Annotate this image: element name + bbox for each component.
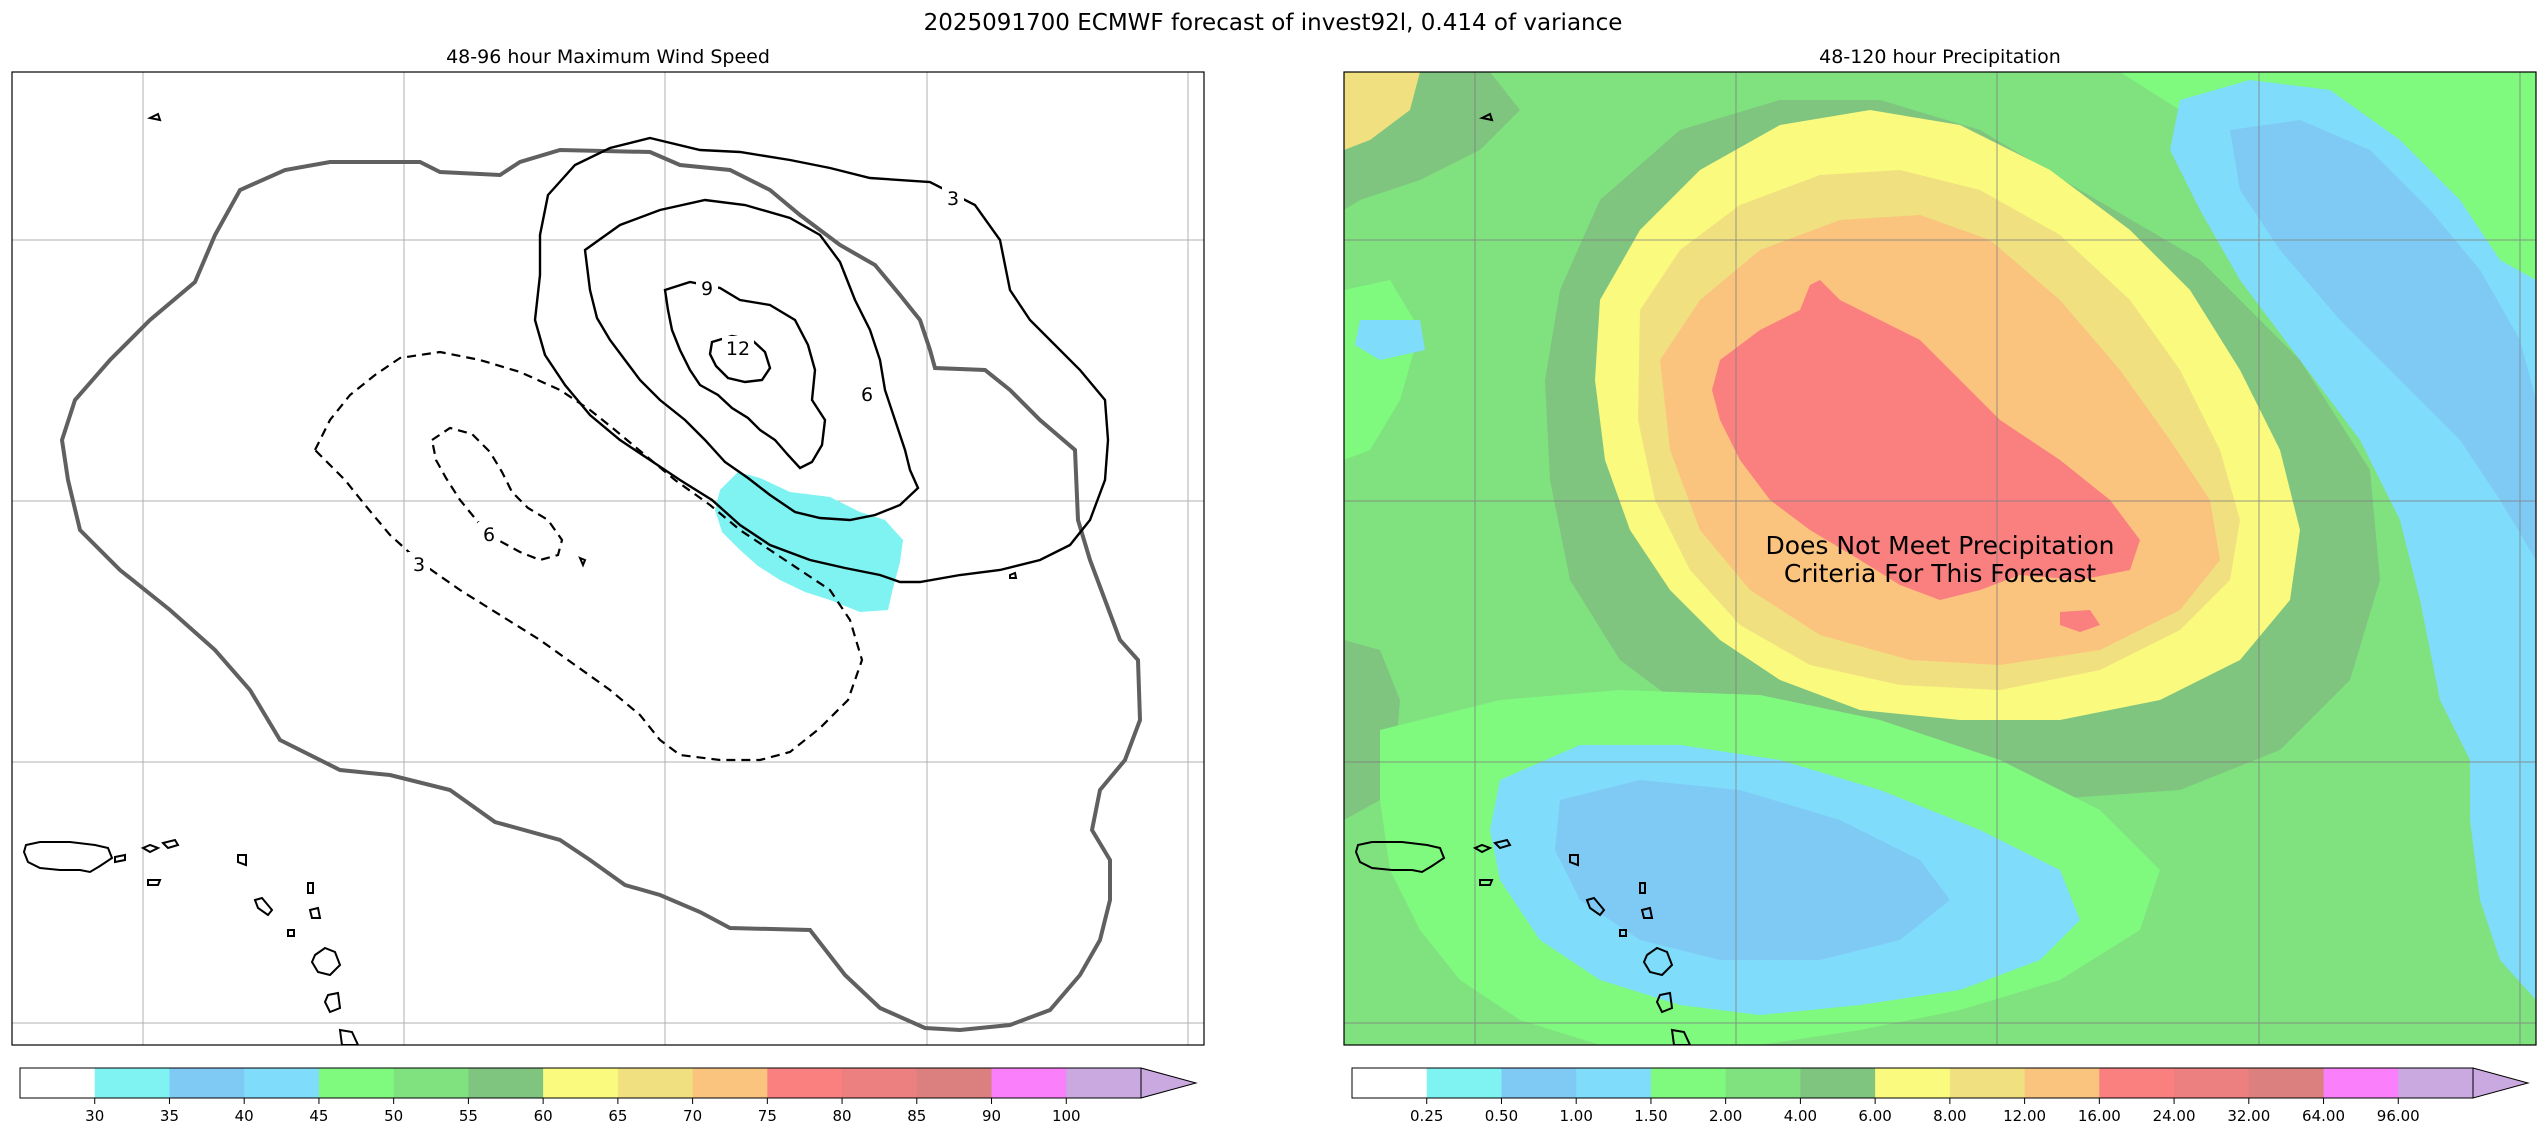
wind-colorbar-tick-label: 85 (907, 1107, 926, 1125)
precip-colorbar-segment (1800, 1068, 1876, 1098)
precip-colorbar-frame (1351, 1067, 2474, 1099)
wind-colorbar-segment (169, 1068, 245, 1098)
precip-colorbar-segment (1949, 1068, 2026, 1098)
wind-colorbar-tick-label: 35 (160, 1107, 179, 1125)
wind-colorbar-segment (692, 1068, 768, 1098)
precip-colorbar-segment (1352, 1068, 1428, 1098)
precip-colorbar-tick-label: 1.00 (1559, 1107, 1592, 1125)
wind-contour-6 (583, 198, 920, 522)
precip-colorbar: 0.25 0.50 1.00 1.50 2.00 4.00 6.00 8.00 12.00 16.… (1351, 1067, 2530, 1125)
wind-colorbar-tick-label: 50 (384, 1107, 403, 1125)
wind-colorbar-segment (543, 1068, 619, 1098)
precip-colorbar-segment (1650, 1068, 1727, 1098)
figure-title: 2025091700 ECMWF forecast of invest92l, … (924, 10, 1623, 36)
wind-colorbar-tick-label: 70 (683, 1107, 702, 1125)
wind-colorbar-segment (393, 1068, 469, 1098)
wind-colorbar-segment (767, 1068, 843, 1098)
wind-colorbar-tick-label: 40 (235, 1107, 254, 1125)
precip-colorbar-segment (2323, 1068, 2399, 1098)
wind-contour-dashed-6 (430, 426, 564, 562)
wind-colorbar-segment (617, 1068, 694, 1098)
wind-colorbar-segment (318, 1068, 395, 1098)
precip-colorbar-tick-label: 0.50 (1485, 1107, 1518, 1125)
wind-panel: 48-96 hour Maximum Wind Speed (11, 46, 1205, 1046)
contour-label-6: 6 (861, 384, 873, 406)
precip-colorbar-segment (2024, 1068, 2100, 1098)
precip-colorbar-segment (1576, 1068, 1652, 1098)
contour-label-3: 3 (947, 188, 959, 210)
wind-contour-3 (533, 136, 1110, 584)
wind-colorbar-segment (1066, 1068, 1142, 1098)
wind-plot-frame (11, 71, 1205, 1046)
precip-colorbar-tick-label: 24.00 (2153, 1107, 2196, 1125)
wind-colorbar-tick-label: 55 (459, 1107, 478, 1125)
wind-colorbar-frame (19, 1067, 1142, 1099)
wind-colorbar-tick-label: 80 (833, 1107, 852, 1125)
precip-colorbar-tick-label: 6.00 (1858, 1107, 1891, 1125)
precip-colorbar-tick-label: 4.00 (1784, 1107, 1817, 1125)
precip-annotation-line-1: Does Not Meet Precipitation (1766, 531, 2115, 560)
contour-label-dashed-3: 3 (413, 554, 425, 576)
precip-colorbar-tick-label: 0.25 (1410, 1107, 1443, 1125)
precip-field (1344, 72, 2536, 1045)
precip-coastlines (1354, 112, 1692, 1045)
wind-contour-dashed-3 (313, 350, 864, 762)
precip-colorbar-segment (1875, 1068, 1951, 1098)
wind-colorbar-segment (94, 1068, 171, 1098)
wind-colorbar: 30 35 40 45 50 55 60 65 70 75 80 85 90 100 (19, 1067, 1198, 1125)
wind-contour-9 (663, 280, 827, 470)
wind-colorbar-tick-label: 60 (534, 1107, 553, 1125)
precip-panel: 48-120 hour Precipitation (1343, 46, 2537, 1046)
precip-colorbar-tick-label: 96.00 (2377, 1107, 2420, 1125)
contour-label-12: 12 (726, 338, 750, 360)
wind-colorbar-extend-arrow (1140, 1067, 1198, 1099)
wind-colorbar-tick-label: 100 (1052, 1107, 1081, 1125)
precip-colorbar-segment (1426, 1068, 1503, 1098)
wind-colorbar-segment (468, 1068, 544, 1098)
precip-colorbar-segment (1501, 1068, 1577, 1098)
precip-colorbar-tick-label: 8.00 (1933, 1107, 1966, 1125)
precip-annotation-line-2: Criteria For This Forecast (1784, 559, 2096, 588)
wind-colorbar-tick-label: 90 (982, 1107, 1001, 1125)
precip-colorbar-tick-label: 32.00 (2227, 1107, 2270, 1125)
wind-colorbar-tick-label: 30 (85, 1107, 104, 1125)
contour-label-dashed-6: 6 (483, 524, 495, 546)
wind-colorbar-tick-label: 75 (758, 1107, 777, 1125)
wind-envelope-contour (59, 147, 1143, 1033)
precip-colorbar-tick-label: 12.00 (2003, 1107, 2046, 1125)
precip-colorbar-tick-label: 64.00 (2302, 1107, 2345, 1125)
wind-coastlines (22, 112, 1018, 1045)
precip-colorbar-segment (2398, 1068, 2474, 1098)
precip-gridlines (1344, 72, 2536, 1045)
wind-gridlines (12, 72, 1204, 1045)
precip-colorbar-tick-label: 16.00 (2078, 1107, 2121, 1125)
wind-colorbar-tick-label: 65 (608, 1107, 627, 1125)
precip-colorbar-segment (2248, 1068, 2325, 1098)
wind-colorbar-segment (916, 1068, 993, 1098)
wind-colorbar-segment (842, 1068, 918, 1098)
wind-colorbar-segment (244, 1068, 320, 1098)
wind-contour-labels: 3 9 12 6 6 3 (408, 186, 964, 576)
precip-panel-title: 48-120 hour Precipitation (1819, 46, 2061, 68)
precip-plot-frame (1343, 71, 2537, 1046)
precip-colorbar-segment (2099, 1068, 2175, 1098)
contour-label-9: 9 (701, 278, 713, 300)
wind-filled-region (715, 472, 903, 612)
precip-colorbar-extend-arrow (2472, 1067, 2530, 1099)
wind-colorbar-tick-label: 45 (309, 1107, 328, 1125)
precip-colorbar-segment (1725, 1068, 1801, 1098)
precip-colorbar-segment (2174, 1068, 2250, 1098)
wind-colorbar-segment (991, 1068, 1067, 1098)
wind-panel-title: 48-96 hour Maximum Wind Speed (446, 46, 770, 68)
precip-colorbar-tick-label: 2.00 (1709, 1107, 1742, 1125)
wind-colorbar-segment (20, 1068, 96, 1098)
wind-plot-area (12, 72, 1204, 1045)
precip-colorbar-tick-label: 1.50 (1634, 1107, 1667, 1125)
